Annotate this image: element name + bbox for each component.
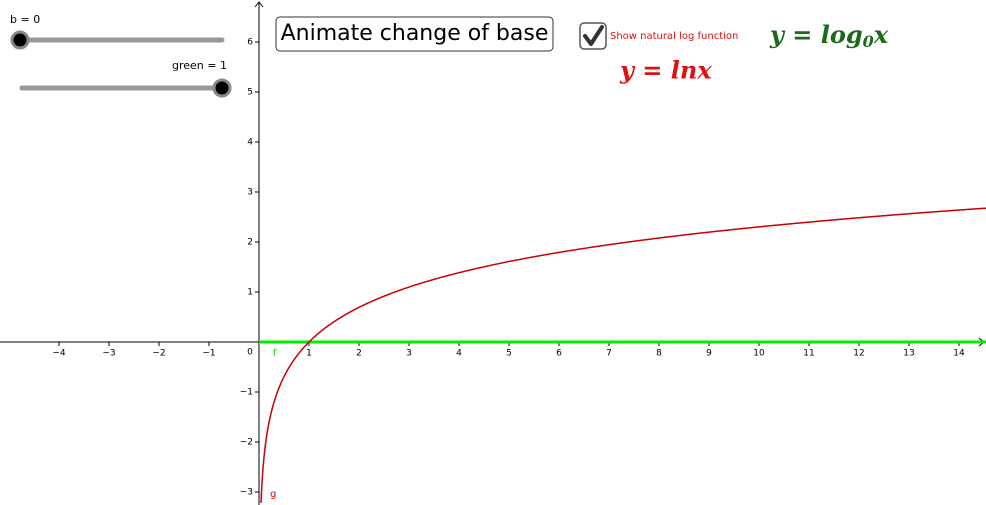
origin-label: 0	[247, 348, 253, 358]
curve-g	[260, 207, 986, 503]
x-tick-label: 11	[803, 349, 814, 359]
y-tick-label: 5	[247, 88, 253, 98]
slider-label: b = 0	[10, 13, 40, 26]
x-tick-label: 3	[406, 349, 412, 359]
curve-label: f	[273, 348, 277, 359]
checkbox-label[interactable]: Show natural log function	[610, 31, 738, 42]
y-tick-label: 6	[247, 38, 253, 48]
y-tick-label: 3	[247, 188, 253, 198]
formula-text: y = log	[769, 20, 863, 49]
y-axis-arrow	[254, 1, 264, 8]
x-tick-label: 1	[306, 349, 312, 359]
y-tick-label: 4	[247, 138, 253, 148]
slider-knob[interactable]	[10, 30, 30, 50]
formula-text: x	[873, 20, 889, 49]
y-tick-label: −1	[240, 388, 253, 398]
x-tick-label: −1	[202, 349, 215, 359]
button[interactable]	[275, 16, 554, 52]
x-tick-label: 4	[456, 349, 462, 359]
x-tick-label: 2	[356, 349, 362, 359]
checkmark	[583, 25, 604, 46]
slider-label: green = 1	[172, 59, 227, 72]
x-tick-label: −3	[102, 349, 115, 359]
x-tick-label: 5	[506, 349, 512, 359]
x-tick-label: 12	[853, 349, 864, 359]
x-tick-label: 9	[706, 349, 712, 359]
x-tick-label: 14	[953, 349, 965, 359]
y-tick-label: 2	[247, 238, 253, 248]
formula: y = lnx	[619, 56, 712, 85]
button-label[interactable]: Animate change of base	[281, 21, 549, 46]
x-tick-label: −4	[52, 349, 66, 359]
curve-label: g	[270, 489, 276, 500]
slider-knob[interactable]	[212, 78, 232, 98]
x-tick-label: 7	[606, 349, 612, 359]
x-tick-label: 6	[556, 349, 562, 359]
y-tick-label: −2	[240, 438, 253, 448]
x-tick-label: 13	[903, 349, 914, 359]
x-tick-label: −2	[152, 349, 165, 359]
y-tick-label: −3	[240, 488, 253, 498]
formula: y = log0x	[769, 20, 889, 51]
x-tick-label: 10	[753, 349, 765, 359]
x-tick-label: 8	[656, 349, 662, 359]
formula-subscript: 0	[863, 32, 874, 51]
y-tick-label: 1	[247, 288, 253, 298]
